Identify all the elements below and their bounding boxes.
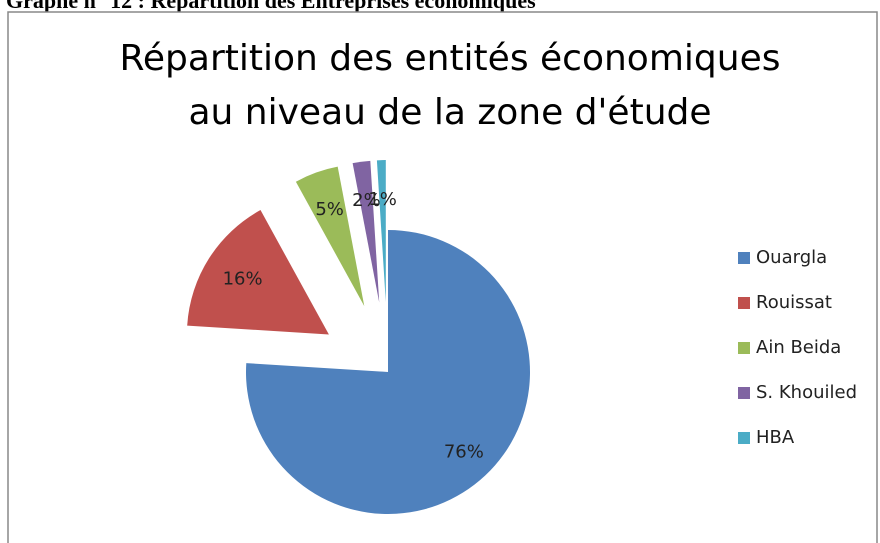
legend-label: Ain Beida <box>756 337 841 358</box>
chart-title: Répartition des entités économiques <box>120 38 781 79</box>
legend-label: Ouargla <box>756 247 827 268</box>
pie-slice <box>245 230 530 515</box>
data-label: 5% <box>315 199 344 220</box>
legend-swatch <box>738 342 750 354</box>
pie-slice <box>187 210 329 335</box>
legend-swatch <box>738 432 750 444</box>
data-label: 76% <box>444 442 484 463</box>
data-label: 2% <box>352 190 381 211</box>
legend-swatch <box>738 297 750 309</box>
legend-swatch <box>738 387 750 399</box>
legend-label: S. Khouiled <box>756 382 857 403</box>
data-label: 1% <box>368 189 397 210</box>
pie-slice <box>352 160 380 303</box>
pie-slice <box>376 160 386 303</box>
legend-label: Rouissat <box>756 292 832 313</box>
pie-slice <box>295 166 365 307</box>
chart-title: au niveau de la zone d'étude <box>188 92 711 133</box>
legend-swatch <box>738 252 750 264</box>
caption: Graphe n° 12 : Répartition des Entrepris… <box>6 0 536 13</box>
legend-label: HBA <box>756 427 795 448</box>
data-label: 16% <box>223 269 263 290</box>
